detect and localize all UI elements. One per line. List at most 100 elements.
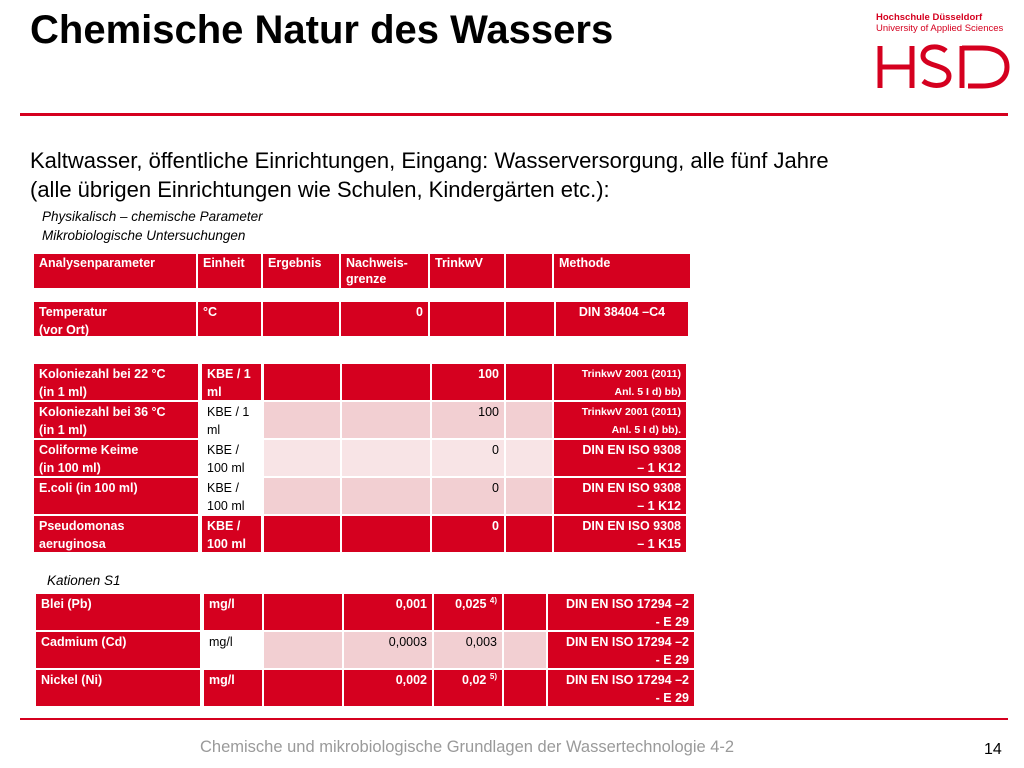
param-line1: E.coli (in 100 ml) — [39, 481, 138, 495]
blank-cell — [504, 632, 546, 668]
param-cell: E.coli (in 100 ml) — [34, 478, 198, 514]
param-cell: Cadmium (Cd) — [36, 632, 200, 668]
hsd-logo-icon — [877, 44, 1010, 89]
intro-text: Kaltwasser, öffentliche Einrichtungen, E… — [30, 146, 829, 204]
methode-line2: - E 29 — [655, 653, 689, 667]
footnote-marker: 5) — [489, 671, 497, 681]
header-nachweisgrenze: Nachweis- grenze — [341, 254, 428, 288]
param-line1: Koloniezahl bei 22 °C — [39, 367, 166, 381]
param-line2: (in 1 ml) — [39, 385, 87, 399]
blank-cell — [506, 302, 554, 336]
methode-line1: DIN EN ISO 9308 — [582, 481, 681, 495]
unit-line1: KBE / — [207, 481, 239, 495]
blank-cell — [506, 440, 552, 476]
nachweis-cell: 0,001 — [344, 594, 432, 630]
result-cell — [264, 632, 342, 668]
blank-cell — [506, 402, 552, 438]
unit-cell: °C — [198, 302, 261, 336]
methode-cell: DIN EN ISO 17294 –2 - E 29 — [548, 594, 694, 630]
result-cell — [264, 402, 340, 438]
param-line1: Koloniezahl bei 36 °C — [39, 405, 166, 419]
university-subtitle: University of Applied Sciences — [876, 23, 1004, 34]
param-cell: Temperatur (vor Ort) — [34, 302, 196, 336]
methode-line1: DIN EN ISO 9308 — [582, 519, 681, 533]
param-cell: Blei (Pb) — [36, 594, 200, 630]
result-cell — [264, 670, 342, 706]
blank-cell — [504, 670, 546, 706]
methode-line1: DIN EN ISO 17294 –2 — [566, 635, 689, 649]
unit-line2: ml — [207, 385, 222, 399]
param-cell: Coliforme Keime (in 100 ml) — [34, 440, 198, 476]
param-cell: Koloniezahl bei 36 °C (in 1 ml) — [34, 402, 198, 438]
result-cell — [264, 594, 342, 630]
methode-line2: Anl. 5 I d) bb) — [614, 386, 682, 398]
footer-rule — [20, 718, 1008, 720]
methode-cell: DIN EN ISO 9308 – 1 K12 — [554, 478, 686, 514]
trinkwv-value: 0,02 — [462, 673, 487, 687]
unit-cell: mg/l — [204, 594, 262, 630]
methode-line2: – 1 K15 — [637, 537, 681, 551]
methode-line1: TrinkwV 2001 (2011) — [581, 406, 681, 418]
methode-line2: – 1 K12 — [637, 461, 681, 475]
footnote-marker: 4) — [489, 595, 497, 605]
header-rule — [20, 113, 1008, 116]
subheading-phys: Physikalisch – chemische Parameter — [42, 209, 263, 224]
nachweis-cell — [342, 440, 430, 476]
subheading-mikro: Mikrobiologische Untersuchungen — [42, 228, 246, 243]
methode-line1: TrinkwV 2001 (2011) — [581, 368, 681, 380]
nachweis-cell — [342, 402, 430, 438]
result-cell — [263, 302, 339, 336]
slide-title: Chemische Natur des Wassers — [30, 8, 614, 52]
param-line1: Coliforme Keime — [39, 443, 139, 457]
param-line1: Pseudomonas — [39, 519, 125, 533]
param-line1: Temperatur — [39, 305, 107, 319]
intro-line-1: Kaltwasser, öffentliche Einrichtungen, E… — [30, 148, 829, 173]
unit-cell: KBE / 1 ml — [202, 364, 261, 400]
methode-line2: – 1 K12 — [637, 499, 681, 513]
subheading-kationen: Kationen S1 — [47, 573, 121, 588]
trinkwv-cell: 100 — [432, 364, 504, 400]
methode-line2: Anl. 5 I d) bb). — [611, 424, 681, 436]
methode-cell: DIN EN ISO 17294 –2 - E 29 — [548, 670, 694, 706]
trinkwv-cell: 0 — [432, 516, 504, 552]
trinkwv-cell — [430, 302, 504, 336]
intro-line-2: (alle übrigen Einrichtungen wie Schulen,… — [30, 177, 610, 202]
trinkwv-value: 0,025 — [455, 597, 487, 611]
result-cell — [264, 364, 340, 400]
header-trinkwv: TrinkwV — [430, 254, 504, 288]
param-line2: aeruginosa — [39, 537, 106, 551]
param-line2: (vor Ort) — [39, 323, 89, 336]
result-cell — [264, 478, 340, 514]
param-line2: (in 100 ml) — [39, 461, 101, 475]
methode-line1: DIN EN ISO 17294 –2 — [566, 597, 689, 611]
unit-cell: KBE / 1 ml — [202, 402, 261, 438]
unit-line1: KBE / 1 — [207, 367, 251, 381]
param-line2: (in 1 ml) — [39, 423, 87, 437]
page-number: 14 — [984, 741, 1002, 758]
unit-line1: KBE / — [207, 443, 239, 457]
blank-cell — [504, 594, 546, 630]
nachweis-cell: 0 — [341, 302, 428, 336]
header-einheit: Einheit — [198, 254, 261, 288]
unit-cell: KBE / 100 ml — [202, 516, 261, 552]
methode-line2: - E 29 — [655, 615, 689, 629]
trinkwv-cell: 0,025 4) — [434, 594, 502, 630]
unit-cell: mg/l — [204, 632, 262, 668]
nachweis-cell: 0,0003 — [344, 632, 432, 668]
methode-cell: TrinkwV 2001 (2011) Anl. 5 I d) bb) — [554, 364, 686, 400]
header-analysenparameter: Analysenparameter — [34, 254, 196, 288]
param-cell: Pseudomonas aeruginosa — [34, 516, 198, 552]
unit-cell: KBE / 100 ml — [202, 478, 261, 514]
result-cell — [264, 440, 340, 476]
nachweis-cell — [342, 516, 430, 552]
blank-cell — [506, 364, 552, 400]
methode-line1: DIN EN ISO 9308 — [582, 443, 681, 457]
unit-cell: mg/l — [204, 670, 262, 706]
methode-cell: DIN 38404 –C4 — [556, 302, 688, 336]
nachweis-cell: 0,002 — [344, 670, 432, 706]
unit-line1: KBE / — [207, 519, 241, 533]
nachweis-cell — [342, 364, 430, 400]
trinkwv-cell: 0,02 5) — [434, 670, 502, 706]
unit-line2: 100 ml — [207, 537, 246, 551]
header-nachweis-line2: grenze — [346, 272, 387, 286]
